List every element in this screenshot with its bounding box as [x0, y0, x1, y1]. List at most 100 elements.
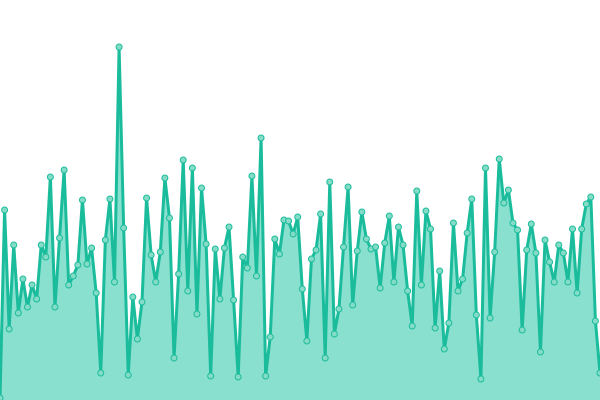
data-point: [1, 206, 9, 214]
data-point: [101, 236, 109, 244]
data-point: [156, 248, 164, 256]
data-point: [550, 278, 558, 286]
data-point: [170, 354, 178, 362]
data-point: [78, 196, 86, 204]
data-point: [559, 249, 567, 257]
data-point: [394, 223, 402, 231]
data-point: [573, 289, 581, 297]
data-point: [28, 281, 36, 289]
data-point: [60, 166, 68, 174]
data-point: [143, 194, 151, 202]
data-point: [362, 235, 370, 243]
data-point: [481, 164, 489, 172]
data-point: [51, 303, 59, 311]
data-point: [454, 287, 462, 295]
data-point: [56, 234, 64, 242]
data-point: [500, 199, 508, 207]
data-point: [124, 371, 132, 379]
data-point: [46, 173, 54, 181]
data-point: [5, 325, 13, 333]
data-point: [133, 335, 141, 343]
data-point: [417, 281, 425, 289]
data-point: [33, 295, 41, 303]
data-point: [193, 310, 201, 318]
data-point: [37, 241, 45, 249]
data-point: [111, 278, 119, 286]
data-point: [275, 250, 283, 258]
data-point: [23, 303, 31, 311]
data-point: [10, 241, 18, 249]
data-point: [65, 281, 73, 289]
data-point: [445, 319, 453, 327]
data-point: [509, 219, 517, 227]
data-point: [115, 43, 123, 51]
data-point: [404, 287, 412, 295]
data-point: [427, 225, 435, 233]
data-point: [175, 270, 183, 278]
data-point: [569, 225, 577, 233]
data-point: [532, 249, 540, 257]
data-point: [74, 261, 82, 269]
data-point: [344, 183, 352, 191]
data-point: [477, 375, 485, 383]
data-point: [161, 174, 169, 182]
data-point: [0, 394, 4, 400]
data-point: [317, 210, 325, 218]
data-point: [14, 309, 22, 317]
data-points: [0, 43, 600, 400]
data-point: [266, 333, 274, 341]
data-point: [564, 278, 572, 286]
data-point: [472, 311, 480, 319]
data-point: [591, 317, 599, 325]
data-point: [257, 134, 265, 142]
data-point: [555, 241, 563, 249]
data-point: [83, 260, 91, 268]
data-point: [495, 155, 503, 163]
data-point: [486, 314, 494, 322]
data-point: [527, 220, 535, 228]
data-point: [504, 186, 512, 194]
data-point: [97, 369, 105, 377]
data-point: [207, 372, 215, 380]
data-point: [431, 324, 439, 332]
data-point: [239, 253, 247, 261]
data-point: [179, 156, 187, 164]
data-point: [376, 284, 384, 292]
data-point: [165, 214, 173, 222]
data-point: [152, 278, 160, 286]
data-point: [582, 200, 590, 208]
data-point: [523, 246, 531, 254]
data-point: [518, 326, 526, 334]
data-point: [459, 275, 467, 283]
data-point: [303, 337, 311, 345]
data-point: [312, 246, 320, 254]
data-point: [381, 239, 389, 247]
data-point: [326, 178, 334, 186]
data-point: [92, 289, 100, 297]
data-point: [491, 248, 499, 256]
data-point: [358, 208, 366, 216]
data-point: [243, 264, 251, 272]
data-point: [514, 226, 522, 234]
data-point: [285, 217, 293, 225]
data-point: [372, 243, 380, 251]
data-point: [294, 213, 302, 221]
data-point: [147, 251, 155, 259]
data-point: [408, 322, 416, 330]
data-point: [184, 287, 192, 295]
data-point: [541, 236, 549, 244]
data-point: [188, 164, 196, 172]
data-point: [349, 301, 357, 309]
data-point: [198, 184, 206, 192]
data-point: [252, 272, 260, 280]
data-point: [69, 272, 77, 280]
data-point: [353, 247, 361, 255]
data-point: [399, 241, 407, 249]
data-point: [422, 207, 430, 215]
data-point: [234, 373, 242, 381]
data-point: [436, 267, 444, 275]
data-point: [225, 223, 233, 231]
data-point: [298, 285, 306, 293]
data-point: [587, 193, 595, 201]
